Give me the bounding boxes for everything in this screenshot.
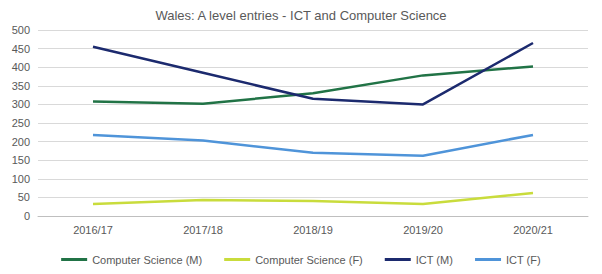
svg-text:400: 400 (12, 61, 30, 73)
svg-text:ICT (M): ICT (M) (416, 254, 453, 266)
svg-text:50: 50 (18, 191, 30, 203)
svg-text:350: 350 (12, 80, 30, 92)
svg-text:2019/20: 2019/20 (403, 224, 443, 236)
svg-text:450: 450 (12, 43, 30, 55)
svg-text:Computer Science (F): Computer Science (F) (255, 254, 363, 266)
svg-text:200: 200 (12, 136, 30, 148)
svg-text:Wales: A level entries - ICT a: Wales: A level entries - ICT and Compute… (155, 8, 446, 23)
svg-text:150: 150 (12, 154, 30, 166)
svg-text:ICT (F): ICT (F) (506, 254, 541, 266)
svg-text:500: 500 (12, 24, 30, 36)
svg-text:300: 300 (12, 98, 30, 110)
svg-text:2016/17: 2016/17 (73, 224, 113, 236)
svg-text:2020/21: 2020/21 (513, 224, 553, 236)
svg-text:250: 250 (12, 117, 30, 129)
svg-text:2017/18: 2017/18 (183, 224, 223, 236)
svg-text:2018/19: 2018/19 (293, 224, 333, 236)
svg-text:Computer Science (M): Computer Science (M) (92, 254, 202, 266)
svg-text:100: 100 (12, 173, 30, 185)
svg-text:0: 0 (24, 210, 30, 222)
